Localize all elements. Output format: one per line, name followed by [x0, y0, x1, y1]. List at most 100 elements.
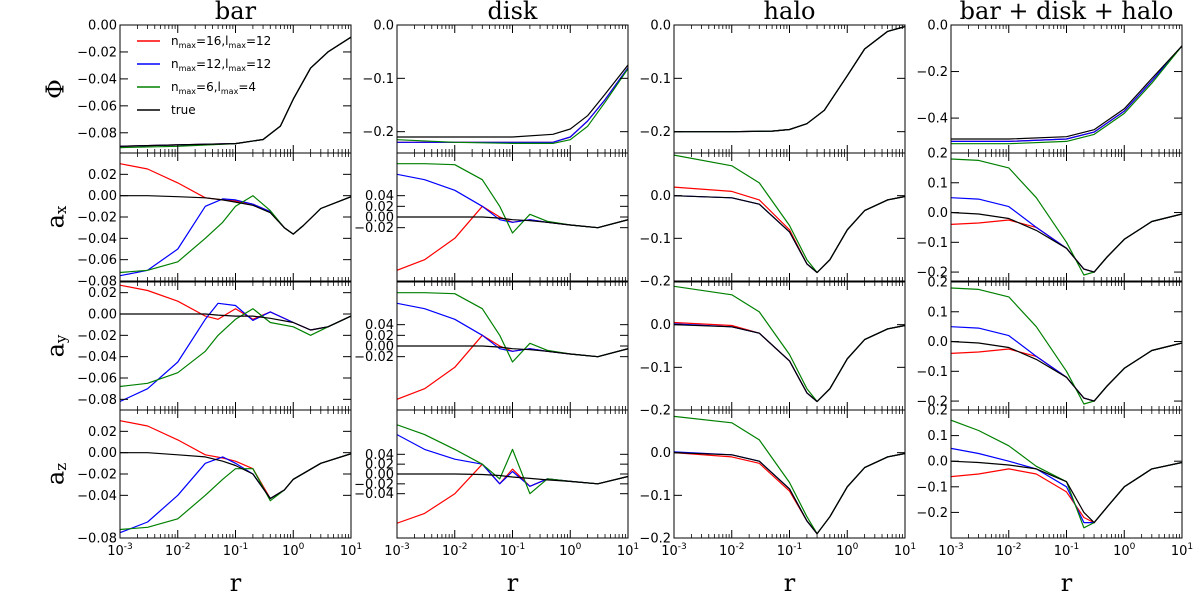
x-tick-label: 101: [894, 542, 916, 559]
series-line-green: [674, 26, 905, 133]
series-line-green: [951, 158, 1182, 276]
series-line-blue: [674, 195, 905, 274]
panel-3-2: 0.0 −0.1 −0.210-3 10-2 10-1 100 101: [639, 409, 916, 559]
y-tick-label: 0.1: [927, 176, 948, 191]
y-tick-label: 0.0: [650, 446, 671, 461]
y-tick-label: −0.02: [354, 221, 394, 236]
y-tick-label: 0.02: [365, 458, 394, 473]
x-axis-label: r: [1061, 569, 1073, 597]
series-line-green: [120, 195, 351, 274]
y-tick-label: 0.2: [927, 404, 948, 419]
panel-frame: [673, 281, 906, 411]
series-line-blue: [951, 45, 1182, 142]
y-tick-label: −0.2: [916, 65, 948, 80]
panel-2-0: 0.02 0.00 −0.02 −0.04 −0.06 −0.08: [77, 281, 352, 411]
panel-frame: [950, 281, 1183, 411]
y-tick-label: −0.2: [362, 125, 394, 140]
series-line-true: [397, 216, 628, 229]
y-tick-label: 0.00: [88, 19, 117, 34]
y-tick-label: 0.04: [365, 189, 394, 204]
row-label-2: ay: [42, 334, 71, 357]
y-tick-label: −0.04: [77, 232, 117, 247]
y-tick-label: 0.0: [650, 318, 671, 333]
y-tick-label: 0.0: [650, 189, 671, 204]
x-axis-label: r: [784, 569, 796, 597]
panel-1-1: 0.040.020.00−0.02: [354, 152, 629, 282]
y-tick-label: −0.2: [916, 395, 948, 410]
y-tick-label: −0.2: [639, 404, 671, 419]
x-tick-label: 100: [836, 542, 859, 559]
y-tick-label: −0.08: [77, 532, 117, 547]
series-line-red: [951, 45, 1182, 142]
legend: nmax=16,lmax=12 nmax=12,lmax=12 nmax=6,lma…: [137, 34, 271, 117]
panel-1-2: 0.0 −0.1 −0.2: [639, 152, 906, 290]
series-line-blue: [120, 196, 351, 277]
y-tick-label: 0.02: [88, 286, 117, 301]
x-tick-label: 10-1: [777, 542, 803, 559]
series-line-green: [120, 308, 351, 388]
x-tick-label: 10-2: [165, 542, 191, 559]
series-line-blue: [951, 447, 1182, 524]
y-tick-label: 0.00: [365, 340, 394, 355]
panel-frame: [119, 281, 352, 411]
x-tick-label: 100: [559, 542, 582, 559]
row-label-3: az: [42, 463, 71, 485]
panel-frame: [396, 24, 629, 154]
series-line-true: [951, 211, 1182, 273]
panel-2-3: 0.2 0.1 0.0 −0.1 −0.2: [916, 276, 1183, 411]
series-line-true: [674, 324, 905, 403]
y-tick-label: −0.02: [354, 477, 394, 492]
y-tick-label: 0.0: [927, 335, 948, 350]
panel-1-3: 0.2 0.1 0.0 −0.1 −0.2: [916, 147, 1183, 282]
y-tick-label: −0.1: [916, 365, 948, 380]
series-line-blue: [674, 451, 905, 535]
x-tick-label: 10-2: [719, 542, 745, 559]
series-line-blue: [951, 197, 1182, 273]
y-tick-label: −0.04: [77, 72, 117, 87]
panel-2-1: 0.040.020.00−0.02: [354, 281, 629, 411]
panel-0-2: 0.0 −0.1 −0.2: [639, 19, 906, 154]
y-tick-label: 0.00: [365, 211, 394, 226]
x-tick-label: 100: [282, 542, 305, 559]
y-tick-label: 0.00: [365, 468, 394, 483]
x-axis-label: r: [230, 569, 242, 597]
x-tick-label: 10-3: [661, 542, 687, 559]
panel-0-1: 0.0 −0.1 −0.2: [362, 19, 629, 154]
y-tick-label: 0.0: [927, 206, 948, 221]
x-tick-label: 10-1: [500, 542, 526, 559]
x-tick-label: 10-2: [996, 542, 1022, 559]
y-tick-label: −0.08: [77, 393, 117, 408]
y-tick-label: −0.2: [916, 266, 948, 281]
y-tick-label: 0.0: [927, 455, 948, 470]
series-line-red: [120, 420, 351, 500]
x-tick-label: 101: [617, 542, 639, 559]
series-line-green: [951, 419, 1182, 529]
legend-label: nmax=6,lmax=4: [171, 80, 256, 96]
series-line-true: [674, 195, 905, 274]
panel-frame: [673, 152, 906, 282]
series-line-true: [674, 452, 905, 535]
y-tick-label: −0.1: [639, 232, 671, 247]
y-tick-label: −0.2: [639, 125, 671, 140]
row-label-1: ax: [42, 205, 71, 228]
y-tick-label: 0.00: [88, 308, 117, 323]
series-line-true: [951, 45, 1182, 140]
column-title-0: bar: [215, 0, 257, 25]
y-tick-label: 0.1: [927, 305, 948, 320]
series-line-blue: [674, 323, 905, 403]
series-line-red: [674, 186, 905, 274]
y-tick-label: −0.1: [362, 72, 394, 87]
series-line-true: [951, 460, 1182, 524]
x-tick-label: 10-2: [442, 542, 468, 559]
y-tick-label: −0.2: [639, 275, 671, 290]
y-tick-label: −0.06: [77, 99, 117, 114]
y-tick-label: 0.02: [365, 329, 394, 344]
panel-3-3: 0.2 0.1 0.0 −0.1 −0.2 10-3 10-2 10-1 100 101: [916, 404, 1193, 560]
series-line-red: [120, 163, 351, 235]
panel-frame: [950, 24, 1183, 154]
row-label-subscript-3: z: [52, 463, 70, 471]
x-tick-label: 10-1: [1054, 542, 1080, 559]
y-tick-label: −0.02: [77, 329, 117, 344]
series-line-blue: [120, 302, 351, 403]
